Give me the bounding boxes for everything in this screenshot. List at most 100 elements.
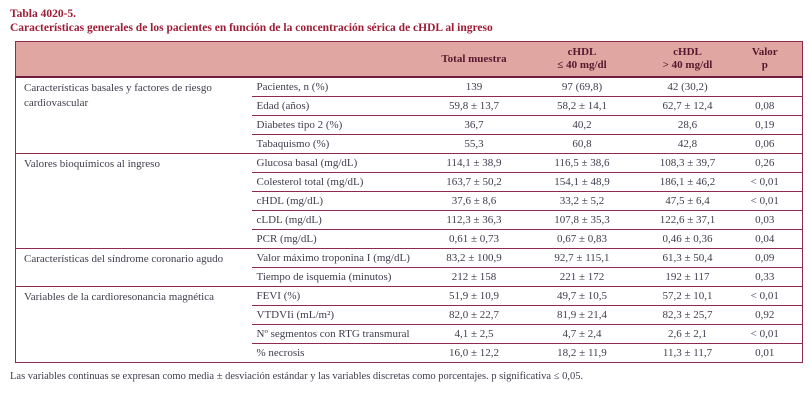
column-header-empty bbox=[15, 41, 432, 78]
header-row: Total muestra cHDL ≤ 40 mg/dl cHDL > 40 … bbox=[15, 41, 803, 78]
chdl-high-value: 61,3 ± 50,4 bbox=[662, 252, 713, 264]
p-value: 0,09 bbox=[755, 252, 775, 264]
total-value: 55,3 bbox=[431, 134, 517, 154]
total-value: 36,7 bbox=[431, 115, 517, 135]
column-header-total: Total muestra bbox=[431, 41, 517, 78]
total-value: 212 ± 158 bbox=[431, 267, 517, 287]
row-label: % necrosis bbox=[251, 343, 432, 363]
column-header-p-line1: Valor bbox=[751, 46, 778, 58]
total-value: 114,1 ± 38,9 bbox=[446, 157, 502, 169]
chdl-low-value: 92,7 ± 115,1 bbox=[554, 252, 610, 264]
p-value: 0,04 bbox=[727, 229, 803, 249]
row-label: cHDL (mg/dL) bbox=[251, 191, 432, 211]
table-row: Variables de la cardioresonancia magnéti… bbox=[15, 286, 803, 363]
chdl-low-value: 4,7 ± 2,4 bbox=[516, 324, 648, 344]
row-label: Tiempo de isquemia (minutos) bbox=[251, 267, 432, 287]
p-value: 0,19 bbox=[727, 115, 803, 135]
table-row: Características del síndrome coronario a… bbox=[15, 248, 803, 287]
table-row: cLDL (mg/dL) 112,3 ± 36,3 107,8 ± 35,3 1… bbox=[16, 210, 803, 230]
p-value: 0,26 bbox=[755, 157, 775, 169]
footnote: Las variables continuas se expresan como… bbox=[10, 371, 584, 382]
row-label: Tabaquismo (%) bbox=[251, 134, 432, 154]
chdl-low-value: 97 (69,8) bbox=[561, 81, 603, 93]
total-value: 82,0 ± 22,7 bbox=[431, 305, 517, 325]
column-header-chdl-high-line2: > 40 mg/dl bbox=[662, 59, 713, 71]
p-value: < 0,01 bbox=[727, 324, 803, 344]
column-header-chdl-low-line1: cHDL bbox=[567, 46, 597, 58]
table-row: Edad (años) 59,8 ± 13,7 58,2 ± 14,1 62,7… bbox=[16, 96, 803, 116]
total-value: 112,3 ± 36,3 bbox=[431, 210, 517, 230]
chdl-low-value: 154,1 ± 48,9 bbox=[516, 172, 648, 192]
chdl-low-value: 0,67 ± 0,83 bbox=[516, 229, 648, 249]
chdl-high-value: 57,2 ± 10,1 bbox=[662, 290, 713, 302]
table-title: Tabla 4020-5. Características generales … bbox=[10, 7, 801, 35]
row-label: Colesterol total (mg/dL) bbox=[251, 172, 432, 192]
row-label: VTDVIi (mL/m²) bbox=[251, 305, 432, 325]
row-label: Pacientes, n (%) bbox=[256, 81, 329, 93]
table-row: Tabaquismo (%) 55,3 60,8 42,8 0,06 bbox=[16, 134, 803, 154]
total-value: 163,7 ± 50,2 bbox=[431, 172, 517, 192]
chdl-high-value: 42 (30,2) bbox=[667, 81, 708, 93]
total-value: 59,8 ± 13,7 bbox=[431, 96, 517, 116]
p-value: 0,92 bbox=[727, 305, 803, 325]
p-value: 0,03 bbox=[727, 210, 803, 230]
total-value: 51,9 ± 10,9 bbox=[448, 290, 500, 302]
group-label-cardioresonancia: Variables de la cardioresonancia magnéti… bbox=[15, 286, 252, 363]
row-label: Valor máximo troponina I (mg/dL) bbox=[256, 252, 410, 264]
table-number: Tabla 4020-5. bbox=[10, 8, 77, 20]
table-row: Diabetes tipo 2 (%) 36,7 40,2 28,6 0,19 bbox=[16, 115, 803, 135]
group-label-bioquimicos: Valores bioquímicos al ingreso bbox=[15, 153, 252, 249]
chdl-high-value: 82,3 ± 25,7 bbox=[647, 305, 728, 325]
row-label: Edad (años) bbox=[251, 96, 432, 116]
p-value: 0,33 bbox=[727, 267, 803, 287]
column-header-chdl-low: cHDL ≤ 40 mg/dl bbox=[516, 41, 648, 78]
total-value: 16,0 ± 12,2 bbox=[431, 343, 517, 363]
chdl-high-value: 47,5 ± 6,4 bbox=[647, 191, 728, 211]
table-row: % necrosis 16,0 ± 12,2 18,2 ± 11,9 11,3 … bbox=[16, 343, 803, 363]
chdl-low-value: 58,2 ± 14,1 bbox=[516, 96, 648, 116]
column-header-chdl-low-line2: ≤ 40 mg/dl bbox=[557, 59, 607, 71]
p-value bbox=[728, 77, 803, 97]
chdl-high-value: 28,6 bbox=[647, 115, 728, 135]
column-header-p: Valor p bbox=[727, 41, 803, 78]
chdl-high-value: 42,8 bbox=[647, 134, 728, 154]
p-value: < 0,01 bbox=[750, 290, 779, 302]
table-row: Valores bioquímicos al ingreso Glucosa b… bbox=[15, 153, 803, 249]
p-value: < 0,01 bbox=[727, 191, 803, 211]
p-value: 0,01 bbox=[727, 343, 803, 363]
chdl-high-value: 108,3 ± 39,7 bbox=[659, 157, 716, 169]
chdl-high-value: 2,6 ± 2,1 bbox=[647, 324, 728, 344]
patients-table: Total muestra cHDL ≤ 40 mg/dl cHDL > 40 … bbox=[15, 41, 803, 363]
chdl-low-value: 221 ± 172 bbox=[516, 267, 648, 287]
column-header-p-line2: p bbox=[761, 59, 768, 71]
p-value: < 0,01 bbox=[727, 172, 803, 192]
row-label: Nº segmentos con RTG transmural bbox=[251, 324, 432, 344]
chdl-low-value: 33,2 ± 5,2 bbox=[516, 191, 648, 211]
table-row: cHDL (mg/dL) 37,6 ± 8,6 33,2 ± 5,2 47,5 … bbox=[16, 191, 803, 211]
p-value: 0,06 bbox=[727, 134, 803, 154]
chdl-high-value: 192 ± 117 bbox=[647, 267, 728, 287]
chdl-low-value: 40,2 bbox=[516, 115, 648, 135]
column-header-chdl-high-line1: cHDL bbox=[673, 46, 702, 58]
row-label: Glucosa basal (mg/dL) bbox=[256, 157, 358, 169]
total-value: 4,1 ± 2,5 bbox=[431, 324, 517, 344]
chdl-high-value: 122,6 ± 37,1 bbox=[647, 210, 728, 230]
chdl-low-value: 107,8 ± 35,3 bbox=[516, 210, 648, 230]
total-value: 139 bbox=[465, 81, 483, 93]
chdl-high-value: 0,46 ± 0,36 bbox=[647, 229, 728, 249]
total-value: 0,61 ± 0,73 bbox=[431, 229, 517, 249]
row-label: PCR (mg/dL) bbox=[251, 229, 432, 249]
table-row: Nº segmentos con RTG transmural 4,1 ± 2,… bbox=[16, 324, 803, 344]
table-row: Características basales y factores de ri… bbox=[15, 77, 803, 154]
chdl-high-value: 11,3 ± 11,7 bbox=[647, 343, 728, 363]
chdl-low-value: 81,9 ± 21,4 bbox=[516, 305, 648, 325]
table-row: Colesterol total (mg/dL) 163,7 ± 50,2 15… bbox=[16, 172, 803, 192]
chdl-high-value: 186,1 ± 46,2 bbox=[647, 172, 728, 192]
chdl-low-value: 116,5 ± 38,6 bbox=[554, 157, 610, 169]
group-label-sindrome: Características del síndrome coronario a… bbox=[15, 248, 252, 287]
chdl-low-value: 49,7 ± 10,5 bbox=[556, 290, 608, 302]
p-value: 0,08 bbox=[727, 96, 803, 116]
chdl-high-value: 62,7 ± 12,4 bbox=[647, 96, 728, 116]
column-header-chdl-high: cHDL > 40 mg/dl bbox=[647, 41, 728, 78]
